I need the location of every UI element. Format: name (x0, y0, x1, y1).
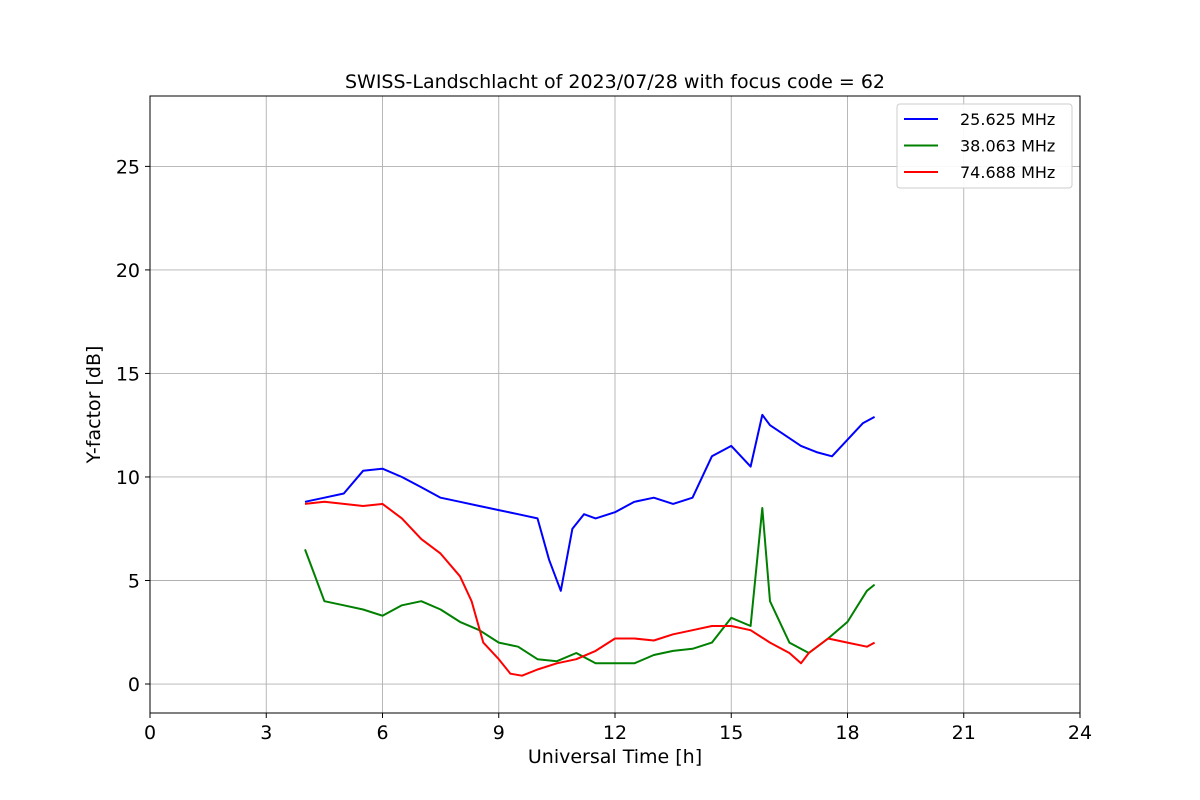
x-axis-label: Universal Time [h] (528, 746, 702, 768)
chart-title: SWISS-Landschlacht of 2023/07/28 with fo… (345, 71, 885, 93)
y-tick-label: 10 (116, 467, 140, 489)
legend-label-38-063-mhz: 38.063 MHz (960, 137, 1055, 156)
x-tick-label: 18 (835, 722, 859, 744)
y-tick-label: 25 (116, 156, 140, 178)
series-line-25-625-mhz (304, 413, 876, 592)
tick-layer: 0 3 6 9 12 15 18 21 24 0 5 10 15 20 25 (116, 156, 1092, 744)
x-tick-label: 3 (260, 722, 272, 744)
x-tick-label: 12 (603, 722, 627, 744)
legend-label-25-625-mhz: 25.625 MHz (960, 110, 1055, 129)
series-line-74-688-mhz (304, 500, 876, 677)
x-tick-label: 6 (376, 722, 388, 744)
x-tick-label: 24 (1068, 722, 1092, 744)
y-tick-label: 0 (128, 674, 140, 696)
x-tick-label: 21 (952, 722, 976, 744)
x-tick-label: 0 (144, 722, 156, 744)
legend: 25.625 MHz 38.063 MHz 74.688 MHz (896, 103, 1073, 189)
plot-area-frame (149, 95, 1081, 714)
y-axis-label: Y-factor [dB] (83, 346, 105, 465)
y-tick-label: 5 (128, 570, 140, 592)
legend-items: 25.625 MHz 38.063 MHz 74.688 MHz (904, 110, 1055, 182)
legend-box (896, 103, 1073, 189)
series-layer (304, 413, 876, 677)
series-line-38-063-mhz (304, 507, 876, 665)
legend-label-74-688-mhz: 74.688 MHz (960, 163, 1055, 182)
x-tick-label: 15 (719, 722, 743, 744)
x-tick-label: 9 (493, 722, 505, 744)
y-tick-label: 15 (116, 363, 140, 385)
y-tick-label: 20 (116, 260, 140, 282)
